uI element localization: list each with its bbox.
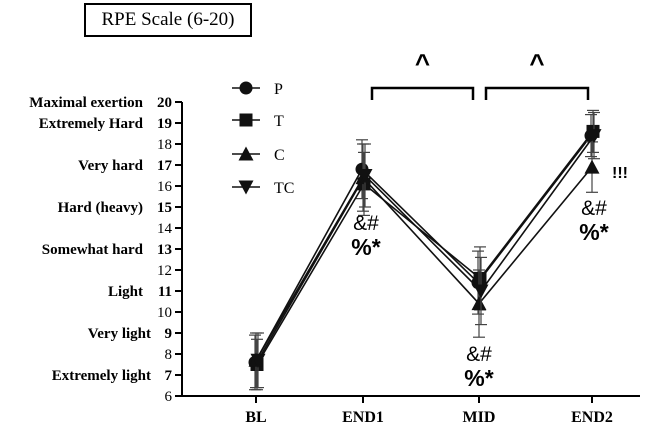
series-p xyxy=(248,113,598,391)
series-tc xyxy=(250,111,602,389)
y-axis: 6 7 8 9 10 11 12 13 14 15 16 17 18 19 20 Maximal exerti… xyxy=(29,95,183,405)
bracket-label: ^ xyxy=(415,48,430,78)
y-descriptor-label: Extremely Hard xyxy=(39,116,144,132)
annotation-symbol: &# xyxy=(353,212,379,235)
annotation-symbol: &# xyxy=(581,197,607,220)
annotation-symbol: %* xyxy=(464,365,493,391)
annotation-symbol: &# xyxy=(466,343,492,366)
y-descriptor-label: Hard (heavy) xyxy=(58,200,143,216)
y-tick-label: 9 xyxy=(165,326,173,342)
data-series xyxy=(248,109,602,391)
chart-title: RPE Scale (6-20) xyxy=(84,3,252,37)
y-tick-label: 18 xyxy=(157,137,172,153)
series-t xyxy=(250,109,600,391)
y-tick-label: 6 xyxy=(165,389,173,405)
y-tick-label: 8 xyxy=(165,347,173,363)
significance-bracket xyxy=(370,86,475,100)
annotations: &#%*&#%*&#%*!!! xyxy=(351,165,628,391)
significance-brackets: ^ ^ xyxy=(370,48,590,100)
y-descriptor-label: Very hard xyxy=(78,158,144,174)
marker-triangle-down xyxy=(238,180,254,195)
y-tick-label: 19 xyxy=(157,116,172,132)
marker-triangle-up xyxy=(471,296,487,311)
marker-triangle-up xyxy=(238,146,254,161)
y-tick-label: 7 xyxy=(165,368,173,384)
y-tick-label: 13 xyxy=(157,242,172,258)
marker-square xyxy=(239,113,253,127)
series-line xyxy=(256,130,594,365)
y-descriptor-label: Somewhat hard xyxy=(42,242,144,258)
legend-label: C xyxy=(274,147,285,164)
x-axis: BL END1 MID END2 xyxy=(182,395,640,426)
y-descriptor-label: Light xyxy=(108,284,143,300)
annotation-symbol: %* xyxy=(579,219,608,245)
marker-triangle-up xyxy=(584,159,600,174)
marker-triangle-down xyxy=(250,353,266,368)
annotation-symbol: %* xyxy=(351,234,380,260)
y-tick-label: 17 xyxy=(157,158,173,174)
y-tick-label: 11 xyxy=(158,284,172,300)
series-line xyxy=(257,135,595,361)
series-line xyxy=(255,166,593,361)
x-tick-label: MID xyxy=(463,409,496,426)
marker-triangle-down xyxy=(473,284,489,299)
y-descriptor-label: Maximal exertion xyxy=(29,95,143,111)
legend-item-p: P xyxy=(232,81,283,98)
legend-label: T xyxy=(274,113,284,130)
marker-square xyxy=(473,271,487,285)
y-tick-label: 12 xyxy=(157,263,172,279)
y-descriptor-label: Extremely light xyxy=(52,368,151,384)
y-tick-label: 20 xyxy=(157,95,172,111)
y-tick-label: 14 xyxy=(157,221,173,237)
bracket-label: ^ xyxy=(529,48,544,78)
marker-triangle-down xyxy=(586,129,602,144)
series-c xyxy=(248,141,600,389)
legend-item-c: C xyxy=(232,146,285,164)
legend-label: TC xyxy=(274,180,294,197)
x-tick-label: END2 xyxy=(571,409,613,426)
marker-circle xyxy=(239,81,253,95)
significance-bracket xyxy=(484,86,590,100)
marker-triangle-down xyxy=(357,169,373,183)
legend-item-t: T xyxy=(232,113,284,130)
legend-item-tc: TC xyxy=(232,180,294,197)
y-descriptor-label: Very light xyxy=(88,326,151,342)
y-tick-label: 10 xyxy=(157,305,172,321)
annotation-exclamations: !!! xyxy=(612,165,628,182)
x-tick-label: BL xyxy=(245,409,266,426)
x-tick-label: END1 xyxy=(342,409,384,426)
legend-label: P xyxy=(274,81,283,98)
y-tick-label: 16 xyxy=(157,179,173,195)
y-tick-label: 15 xyxy=(157,200,172,216)
series-line xyxy=(254,135,592,363)
